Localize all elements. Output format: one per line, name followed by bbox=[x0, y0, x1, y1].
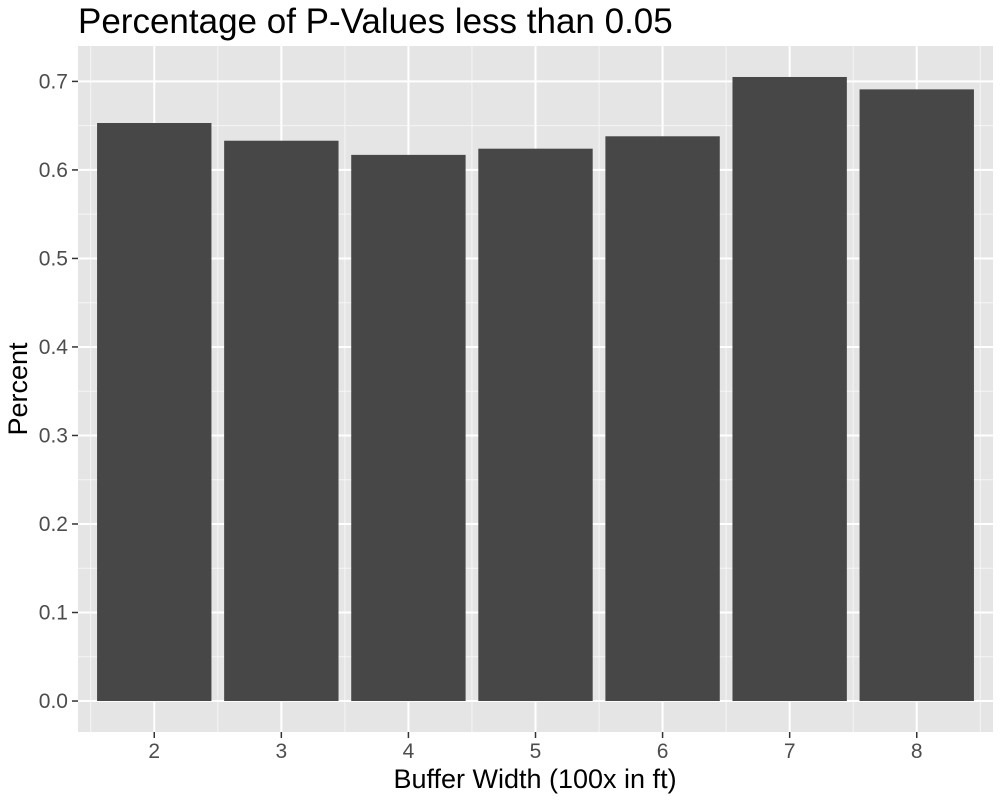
y-axis-title: Percent bbox=[3, 342, 33, 436]
x-tick-label: 6 bbox=[657, 740, 669, 763]
bar-6 bbox=[605, 136, 720, 702]
x-axis: 2 3 4 5 6 7 8 bbox=[148, 732, 923, 763]
y-tick-label: 0.3 bbox=[39, 424, 68, 447]
bar-2 bbox=[97, 123, 212, 702]
x-tick-label: 7 bbox=[784, 740, 796, 763]
y-tick-label: 0.2 bbox=[39, 513, 68, 536]
y-tick-label: 0.7 bbox=[39, 70, 68, 93]
x-tick-label: 8 bbox=[911, 740, 923, 763]
x-tick-label: 4 bbox=[403, 740, 415, 763]
bars bbox=[97, 76, 974, 702]
y-tick-label: 0.4 bbox=[39, 336, 69, 359]
bar-4 bbox=[351, 154, 466, 702]
y-tick-label: 0.6 bbox=[39, 159, 68, 182]
y-tick-label: 0.5 bbox=[39, 247, 68, 270]
bar-5 bbox=[478, 148, 593, 702]
chart-title: Percentage of P-Values less than 0.05 bbox=[78, 2, 673, 41]
x-tick-label: 2 bbox=[148, 740, 160, 763]
x-tick-label: 3 bbox=[275, 740, 287, 763]
y-tick-label: 0.0 bbox=[39, 690, 68, 713]
bar-8 bbox=[859, 89, 974, 702]
x-axis-title: Buffer Width (100x in ft) bbox=[393, 764, 676, 794]
y-tick-label: 0.1 bbox=[39, 602, 68, 625]
y-axis: 0.0 0.1 0.2 0.3 0.4 0.5 0.6 0.7 bbox=[39, 70, 78, 713]
bar-7 bbox=[732, 76, 847, 702]
x-tick-label: 5 bbox=[530, 740, 542, 763]
bar-3 bbox=[224, 140, 339, 702]
